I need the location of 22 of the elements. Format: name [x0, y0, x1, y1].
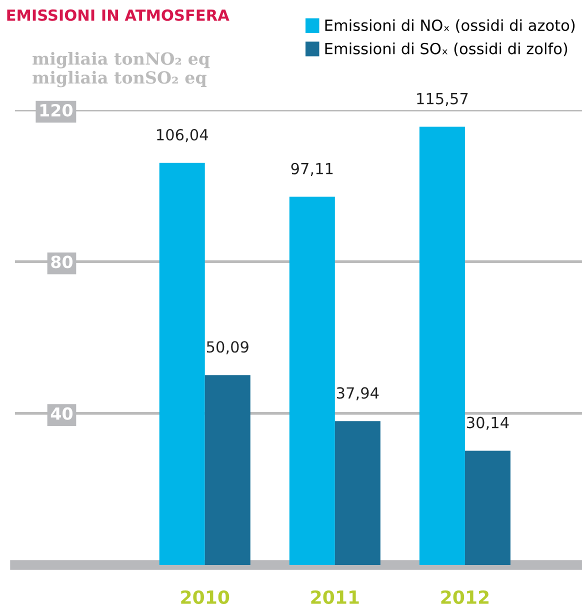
- x-tick-label: 2010: [181, 590, 230, 604]
- bar: [289, 196, 335, 565]
- legend-label: Emissioni di NOₓ (ossidi di azoto): [325, 19, 575, 33]
- bar: [159, 162, 205, 565]
- data-label: 106,04: [157, 128, 208, 142]
- data-label: 115,57: [417, 93, 468, 106]
- data-label: 30,14: [467, 416, 509, 430]
- y-tick-label: 40: [50, 407, 73, 420]
- bar: [419, 126, 465, 565]
- bar: [464, 450, 510, 565]
- legend-label: Emissioni di SOₓ (ossidi di zolfo): [325, 42, 568, 56]
- y-axis-title: migliaia tonNO₂ eq migliaia tonSO₂ eq: [32, 52, 210, 88]
- data-label: 50,09: [206, 341, 248, 354]
- data-label: 37,94: [336, 387, 379, 400]
- bar: [204, 375, 250, 565]
- x-tick-label: 2012: [441, 590, 489, 604]
- data-label: 97,11: [291, 162, 333, 176]
- y-tick-label: 120: [40, 104, 73, 117]
- x-tick-label: 2011: [311, 590, 359, 604]
- bar: [334, 421, 380, 565]
- y-tick-label: 80: [51, 256, 73, 268]
- chart-title: EMISSIONI IN ATMOSFERA: [7, 9, 230, 21]
